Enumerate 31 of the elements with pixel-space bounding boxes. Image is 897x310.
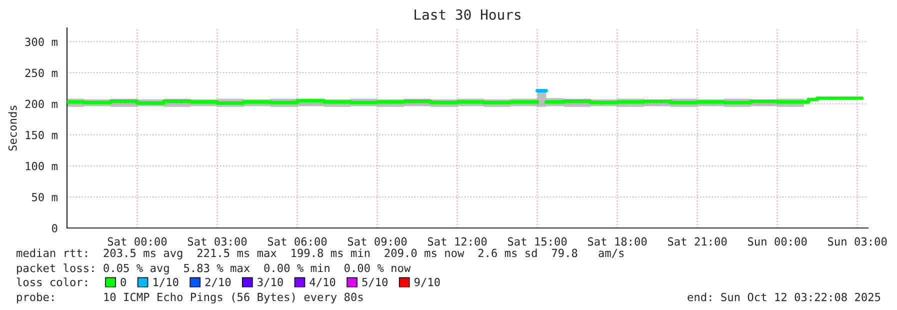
x-tick-label: Sat 21:00 <box>668 237 727 246</box>
text: median rtt: 203.5 ms avg 221.5 ms max 199.8 ms min 209.0 ms now 2.6 ms sd 79.8 am/s <box>16 248 624 260</box>
x-tick-label: Sat 15:00 <box>508 237 567 246</box>
x-tick-label: Sun 03:00 <box>828 237 887 246</box>
y-tick-label: 250 m <box>25 68 58 78</box>
legend-label: 9/10 <box>414 278 440 288</box>
text: packet loss: 0.05 % avg 5.83 % max 0.00 % min 0.00 % now <box>17 264 411 274</box>
legend-title: loss color: <box>16 278 87 286</box>
y-tick-label: 300 m <box>25 38 58 46</box>
legend-label: 2/10 <box>205 278 231 288</box>
x-tick-label: Sun 00:00 <box>748 237 807 246</box>
text: probe: 10 ICMP Echo Pings (56 Bytes) every 80s <box>17 292 363 304</box>
y-tick-label: 50 m <box>32 192 58 202</box>
chart-title: Last 30 Hours <box>414 9 520 20</box>
legend-label: 3/10 <box>258 278 283 288</box>
x-tick-label: Sat 12:00 <box>428 237 487 246</box>
legend-label: 5/10 <box>362 278 388 288</box>
y-tick-label: 150 m <box>26 130 58 140</box>
y-tick-label: 100 m <box>26 162 58 170</box>
x-tick-label: Sat 18:00 <box>588 237 647 246</box>
x-tick-label: Sat 06:00 <box>268 237 327 246</box>
legend-label: 4/10 <box>310 278 336 288</box>
x-tick-label: Sat 09:00 <box>348 237 407 246</box>
legend-label: 0 <box>120 278 126 286</box>
y-tick-label: 0 <box>52 224 58 232</box>
x-tick-label: Sat 00:00 <box>108 237 167 246</box>
y-axis-title: Seconds <box>8 106 17 151</box>
x-tick-label: Sat 03:00 <box>188 237 247 246</box>
text: end: Sun Oct 12 03:22:08 2025 <box>688 292 880 302</box>
legend-label: 1/10 <box>154 278 178 288</box>
y-tick-label: 200 m <box>25 100 58 108</box>
